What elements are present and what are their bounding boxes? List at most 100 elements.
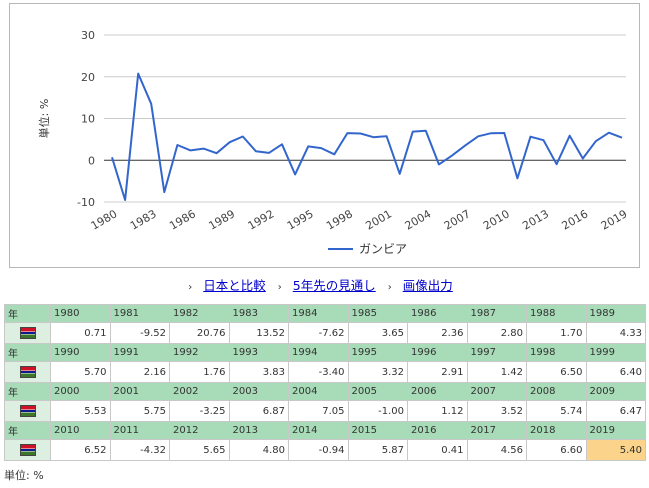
data-point xyxy=(123,197,128,202)
value-cell: 6.40 xyxy=(585,361,646,383)
value-cell: 3.32 xyxy=(347,361,408,383)
data-point xyxy=(384,134,389,139)
data-point xyxy=(489,131,494,136)
arrow-right-icon: › xyxy=(387,282,392,293)
x-tick-label: 1986 xyxy=(167,207,198,232)
data-table: 年 1980 1981 1982 1983 1984 1985 1986 1987 1988 198… xyxy=(4,304,646,461)
year-cell: 1991 xyxy=(109,343,170,362)
value-cell: 3.52 xyxy=(466,400,527,422)
value-cell: 5.75 xyxy=(109,400,170,422)
value-cell: 4.80 xyxy=(228,439,289,461)
y-tick-label: 0 xyxy=(88,154,95,167)
flag-cell xyxy=(4,439,51,461)
series-line xyxy=(111,72,623,201)
data-point xyxy=(293,172,298,177)
data-point xyxy=(319,146,324,151)
x-tick-label: 2001 xyxy=(363,207,394,232)
year-cell: 2014 xyxy=(288,421,349,440)
value-cell: 6.60 xyxy=(526,439,587,461)
data-point xyxy=(515,176,520,181)
year-cell: 1994 xyxy=(288,343,349,362)
year-header-cell: 年 xyxy=(4,421,51,440)
data-point xyxy=(463,143,468,148)
data-point xyxy=(162,190,167,195)
data-point xyxy=(188,148,193,153)
value-cell: 13.52 xyxy=(228,322,289,344)
table-row-values: 0.71 -9.52 20.76 13.52 -7.62 3.65 2.36 2.80 1.70… xyxy=(4,322,646,344)
value-cell: 4.33 xyxy=(585,322,646,344)
year-cell: 1997 xyxy=(466,343,527,362)
year-cell: 1984 xyxy=(288,304,349,323)
x-tick-label: 1980 xyxy=(89,207,120,232)
value-cell: -3.25 xyxy=(169,400,230,422)
year-cell: 1988 xyxy=(526,304,587,323)
year-cell: 2015 xyxy=(347,421,408,440)
x-tick-label: 1992 xyxy=(246,207,277,232)
x-tick-label: 1995 xyxy=(285,207,316,232)
value-cell: 7.05 xyxy=(288,400,349,422)
y-tick-label: -10 xyxy=(77,196,95,209)
value-cell: 6.50 xyxy=(526,361,587,383)
image-export-link[interactable]: 画像出力 xyxy=(402,278,453,293)
data-point xyxy=(110,155,115,160)
gambia-flag-icon xyxy=(19,405,36,417)
year-cell: 2004 xyxy=(288,382,349,401)
data-point xyxy=(620,135,625,140)
year-cell: 1998 xyxy=(526,343,587,362)
x-tick-label: 2013 xyxy=(520,207,551,232)
compare-japan-link[interactable]: 日本と比較 xyxy=(203,278,266,293)
year-cell: 2017 xyxy=(466,421,527,440)
data-point xyxy=(450,153,455,158)
value-cell: 5.53 xyxy=(50,400,111,422)
table-row-years: 年 2000 2001 2002 2003 2004 2005 2006 2007 2008 200… xyxy=(4,382,646,401)
value-cell: -9.52 xyxy=(109,322,170,344)
year-cell: 1983 xyxy=(228,304,289,323)
x-tick-label: 1989 xyxy=(206,207,237,232)
value-cell: 5.40 xyxy=(585,439,646,461)
year-cell: 2003 xyxy=(228,382,289,401)
table-row-values: 5.70 2.16 1.76 3.83 -3.40 3.32 2.91 1.42 6.50 6.4… xyxy=(4,361,646,383)
value-cell: 2.36 xyxy=(407,322,468,344)
value-cell: 5.65 xyxy=(169,439,230,461)
data-point xyxy=(332,152,337,157)
data-point xyxy=(280,142,285,147)
year-cell: 2012 xyxy=(169,421,230,440)
year-cell: 1993 xyxy=(228,343,289,362)
x-tick-label: 1983 xyxy=(128,207,159,232)
year-cell: 2001 xyxy=(109,382,170,401)
data-point xyxy=(175,143,180,148)
y-tick-label: 20 xyxy=(81,71,95,84)
year-cell: 2008 xyxy=(526,382,587,401)
table-row-years: 年 1990 1991 1992 1993 1994 1995 1996 1997 1998 199… xyxy=(4,343,646,362)
link-bar: › 日本と比較 › 5年先の見通し › 画像出力 xyxy=(0,275,649,295)
year-header-cell: 年 xyxy=(4,304,51,323)
value-cell: 4.56 xyxy=(466,439,527,461)
year-cell: 1992 xyxy=(169,343,230,362)
data-point xyxy=(345,131,350,136)
forecast-link[interactable]: 5年先の見通し xyxy=(292,278,376,293)
year-cell: 2002 xyxy=(169,382,230,401)
value-cell: 6.52 xyxy=(50,439,111,461)
year-cell: 1996 xyxy=(407,343,468,362)
data-point xyxy=(397,171,402,176)
x-tick-label: 2004 xyxy=(403,207,434,232)
year-cell: 2013 xyxy=(228,421,289,440)
data-point xyxy=(227,140,232,145)
value-cell: 1.12 xyxy=(407,400,468,422)
data-point xyxy=(567,133,572,138)
value-cell: 6.47 xyxy=(585,400,646,422)
data-point xyxy=(201,146,206,151)
value-cell: 3.65 xyxy=(347,322,408,344)
value-cell: 2.91 xyxy=(407,361,468,383)
year-cell: 2011 xyxy=(109,421,170,440)
value-cell: 1.70 xyxy=(526,322,587,344)
unit-note: 単位: % xyxy=(4,469,44,482)
year-cell: 2006 xyxy=(407,382,468,401)
table-row-years: 年 1980 1981 1982 1983 1984 1985 1986 1987 1988 198… xyxy=(4,304,646,323)
data-point xyxy=(580,156,585,161)
year-cell: 1999 xyxy=(585,343,646,362)
y-tick-label: 10 xyxy=(81,113,95,126)
value-cell: 6.87 xyxy=(228,400,289,422)
data-point xyxy=(436,162,441,167)
data-point xyxy=(371,135,376,140)
